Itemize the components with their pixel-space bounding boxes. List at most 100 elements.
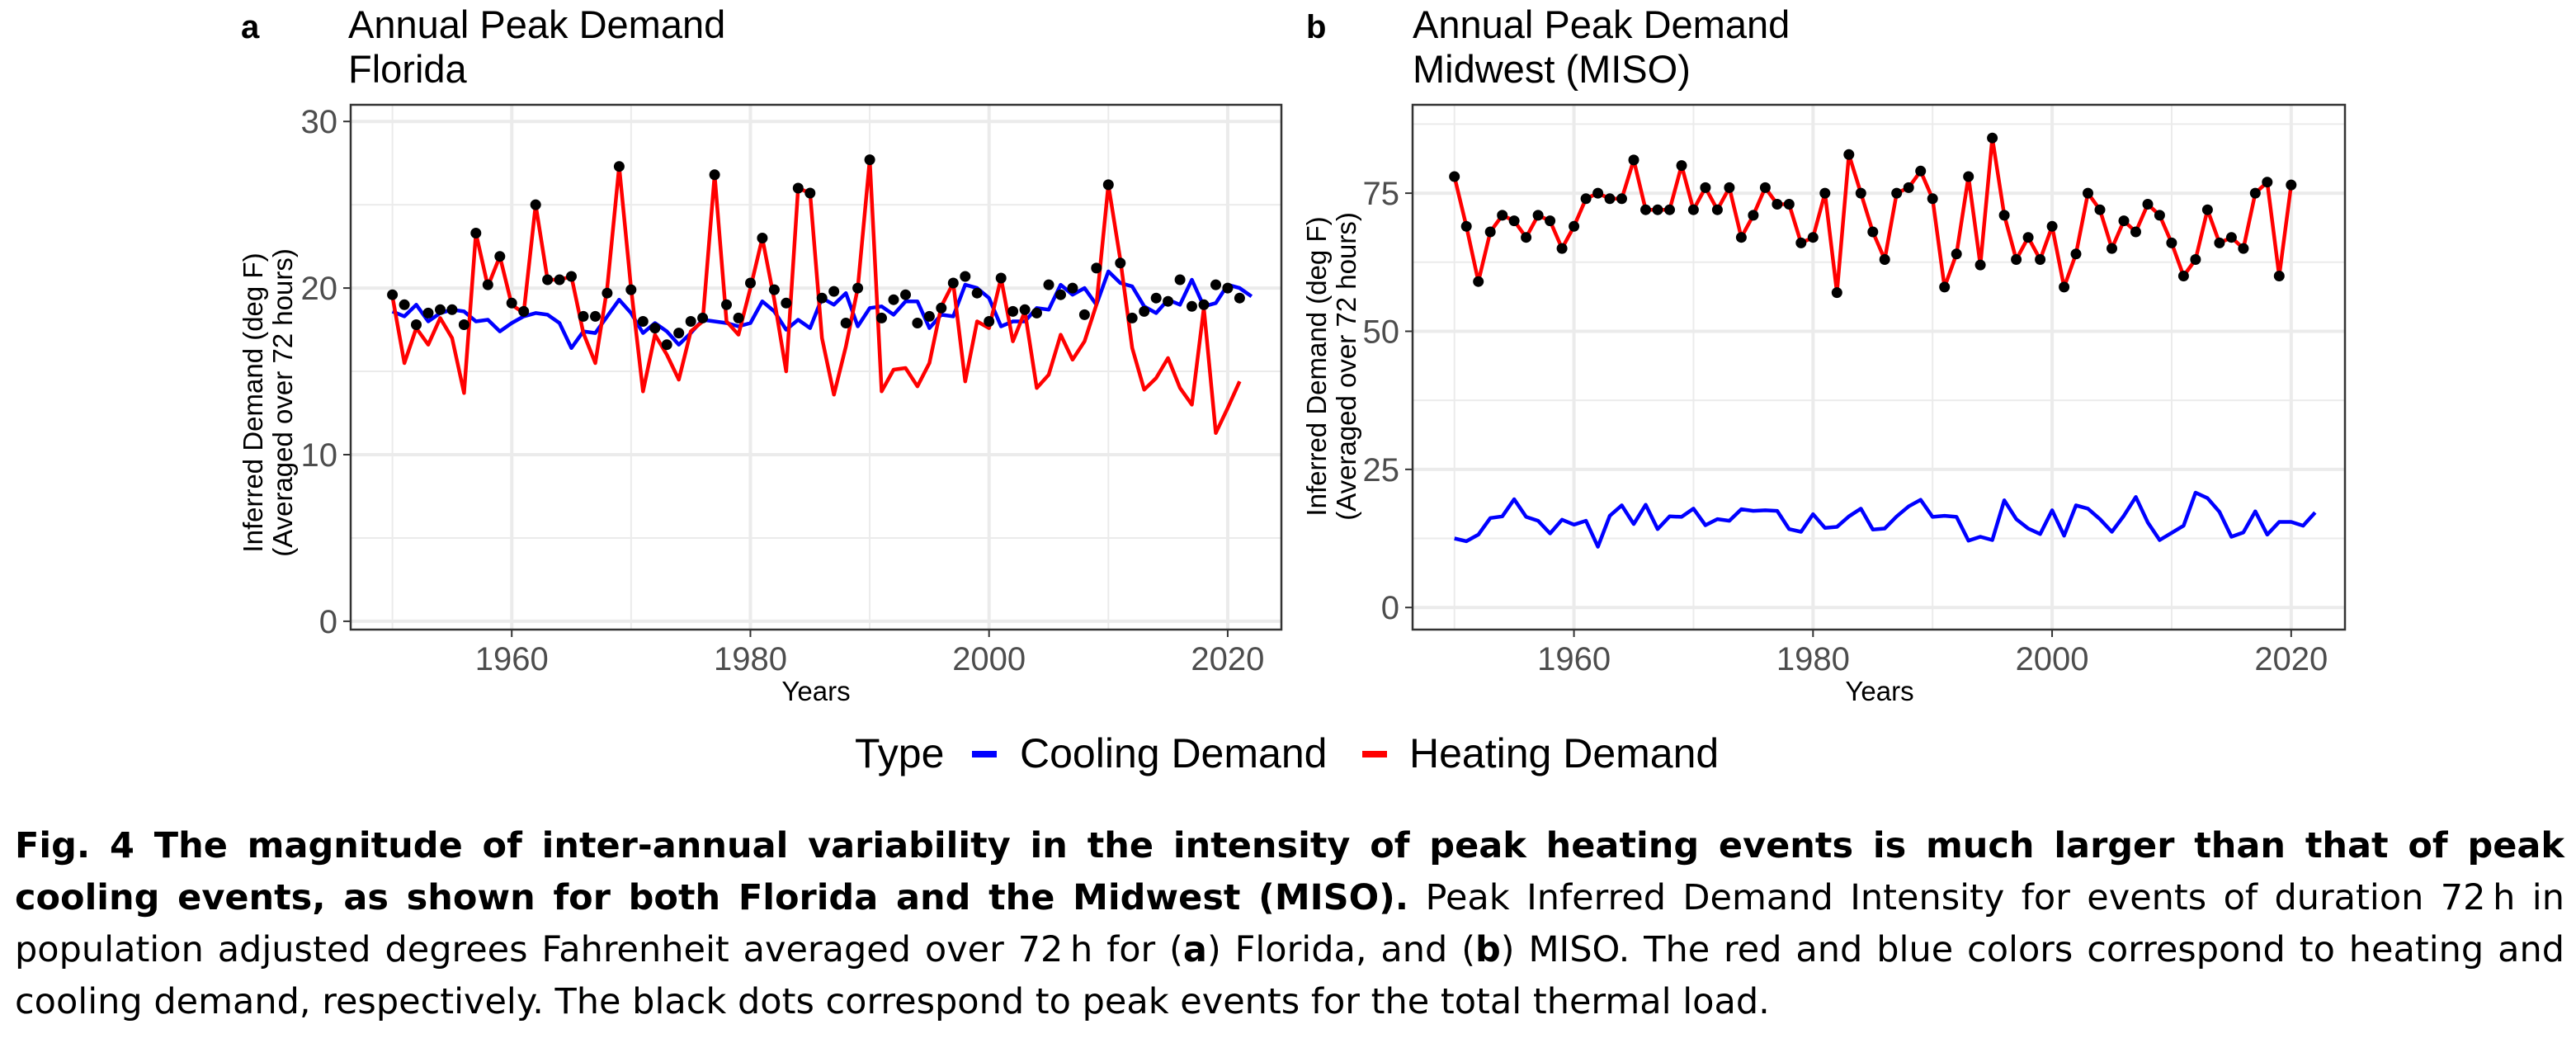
- peak-point-a: [1187, 300, 1197, 312]
- peak-point-a: [1139, 305, 1150, 317]
- chart-subtitle-a: Florida: [348, 47, 468, 91]
- peak-point-a: [542, 274, 554, 286]
- figure: a Annual Peak Demand Florida Inferred De…: [238, 2, 2347, 776]
- peak-point-a: [697, 312, 709, 323]
- peak-point-a: [649, 323, 661, 334]
- peak-point-b: [2273, 271, 2285, 281]
- peak-point-b: [1449, 171, 1460, 182]
- peak-point-b: [1772, 199, 1783, 210]
- peak-point-b: [2177, 271, 2189, 281]
- caption-bold: Fig. 4 The magnitude of inter-annual var…: [15, 825, 2564, 918]
- peak-point-a: [602, 287, 613, 299]
- y-tick-label-a: 30: [301, 104, 338, 140]
- peak-point-a: [1078, 309, 1090, 320]
- peak-point-b: [2035, 254, 2046, 265]
- peak-point-b: [2107, 243, 2117, 254]
- peak-point-b: [1604, 193, 1616, 205]
- peak-point-b: [2059, 281, 2070, 293]
- peak-point-b: [1843, 149, 1855, 160]
- peak-point-b: [1508, 215, 1520, 227]
- peak-point-b: [1652, 204, 1663, 215]
- peak-point-b: [1592, 187, 1604, 199]
- peak-point-a: [995, 272, 1007, 284]
- peak-point-b: [1903, 182, 1914, 193]
- peak-point-b: [2249, 187, 2261, 199]
- peak-point-b: [2166, 237, 2177, 248]
- y-tick-label-b: 50: [1363, 314, 1400, 350]
- peak-point-a: [781, 297, 792, 309]
- peak-point-b: [2130, 226, 2141, 238]
- peak-point-a: [530, 199, 541, 210]
- legend-label-cooling: Cooling Demand: [1020, 730, 1327, 776]
- peak-point-b: [1628, 154, 1639, 166]
- peak-point-a: [637, 316, 649, 327]
- peak-point-a: [900, 289, 911, 300]
- peak-point-b: [1580, 193, 1592, 205]
- panel-label-b: b: [1306, 9, 1326, 45]
- peak-point-b: [1556, 243, 1568, 254]
- peak-point-a: [1115, 257, 1126, 269]
- peak-point-a: [613, 161, 625, 172]
- peak-point-a: [864, 154, 875, 166]
- peak-point-a: [1102, 179, 1114, 191]
- legend: Type Cooling Demand Heating Demand: [855, 730, 1719, 776]
- peak-point-b: [1987, 132, 1998, 144]
- peak-point-b: [1915, 165, 1927, 177]
- peak-point-b: [1497, 210, 1508, 221]
- peak-point-b: [1783, 199, 1795, 210]
- heating-demand-line-b: [1452, 135, 2294, 295]
- peak-point-a: [422, 307, 434, 319]
- peak-point-b: [2225, 232, 2237, 243]
- peak-point-a: [1043, 279, 1054, 290]
- peak-point-a: [709, 169, 720, 181]
- caption-text-2: ) Florida, and (: [1206, 929, 1475, 970]
- panel-a: a Annual Peak Demand Florida Inferred De…: [238, 2, 1283, 706]
- peak-point-b: [1951, 248, 1962, 260]
- legend-title: Type: [855, 730, 944, 776]
- peak-point-a: [399, 299, 410, 310]
- peak-point-b: [2142, 199, 2154, 210]
- cooling-demand-line-b: [1454, 490, 2317, 549]
- peak-point-b: [1545, 215, 1556, 227]
- peak-point-b: [2262, 177, 2273, 188]
- peak-point-a: [661, 339, 672, 351]
- peak-point-a: [1126, 312, 1138, 323]
- peak-point-a: [912, 318, 923, 328]
- y-tick-label-b: 75: [1363, 176, 1400, 212]
- peak-point-a: [625, 284, 637, 295]
- peak-point-b: [1724, 182, 1735, 193]
- plot-area-a: 1960 1980 2000 2020 0 10 20 30: [301, 103, 1283, 677]
- y-tick-label-a: 20: [301, 271, 338, 307]
- peak-point-b: [1974, 259, 1986, 271]
- peak-point-a: [721, 299, 732, 310]
- peak-point-b: [2214, 237, 2225, 248]
- x-tick-label-a: 1980: [714, 641, 787, 677]
- peak-point-a: [840, 318, 852, 328]
- peak-point-a: [458, 319, 469, 330]
- x-tick-label-b: 1960: [1537, 641, 1611, 677]
- peak-point-a: [435, 304, 446, 315]
- peak-point-a: [745, 277, 756, 289]
- peak-point-b: [2046, 220, 2058, 232]
- peak-point-b: [2238, 243, 2249, 254]
- peak-point-b: [1867, 226, 1879, 238]
- peak-point-a: [566, 271, 577, 282]
- peak-point-b: [1831, 287, 1842, 299]
- peak-point-b: [1748, 210, 1759, 221]
- peak-point-b: [1473, 276, 1484, 287]
- peak-point-a: [816, 292, 828, 304]
- peak-point-b: [1939, 281, 1951, 293]
- peak-point-a: [828, 286, 840, 297]
- peak-point-b: [2070, 248, 2082, 260]
- peak-point-a: [960, 271, 971, 282]
- peak-point-a: [768, 284, 780, 295]
- peak-point-a: [685, 316, 696, 327]
- y-tick-label-b: 0: [1381, 590, 1399, 626]
- x-tick-label-b: 2000: [2016, 641, 2089, 677]
- heating-demand-line-a: [390, 158, 1242, 436]
- caption-text-1: Peak Inferred Demand Intensity for event…: [15, 877, 2564, 970]
- peak-point-b: [1807, 232, 1819, 243]
- peak-point-a: [590, 310, 601, 322]
- caption-ref-a: a: [1182, 929, 1207, 970]
- peak-point-a: [506, 297, 517, 309]
